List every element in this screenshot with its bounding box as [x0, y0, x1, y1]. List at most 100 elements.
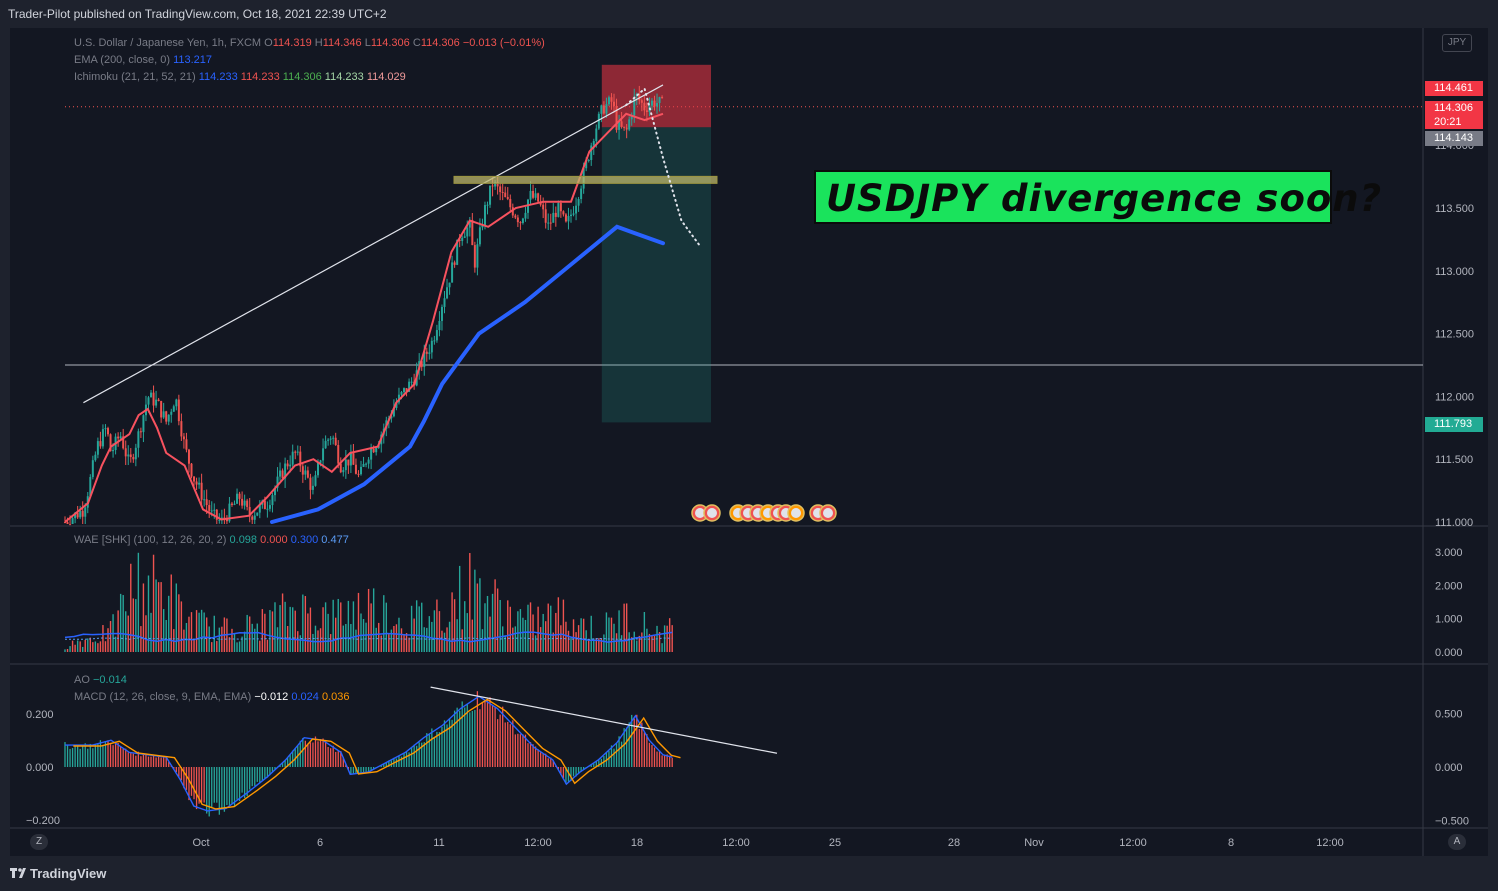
time-axis-tick: 25 [829, 837, 841, 849]
candle-body [570, 214, 572, 216]
take-profit-zone[interactable] [601, 127, 711, 423]
ao-macd-pane[interactable] [64, 686, 778, 817]
candle-body [577, 199, 580, 206]
ichimoku-value-5: 114.029 [366, 71, 406, 83]
economic-events[interactable] [691, 504, 837, 522]
candle-body [91, 460, 94, 478]
candle-body [605, 104, 608, 114]
candle-body [253, 515, 256, 520]
divergence-line[interactable] [430, 686, 778, 754]
ao-label[interactable]: AO [74, 674, 90, 686]
candle-body [643, 102, 646, 111]
candle-body [329, 438, 332, 440]
candle-body [124, 448, 127, 457]
scale-mode-left-button[interactable]: Z [30, 834, 48, 850]
candle-body [347, 459, 350, 466]
candle-body [284, 463, 287, 479]
time-axis-tick: 12:00 [722, 837, 750, 849]
candle-body [101, 429, 104, 447]
ohlc-h: H114.346 [314, 37, 362, 49]
candle-body [268, 505, 271, 509]
candle-body [127, 454, 130, 457]
candle-body [567, 215, 570, 222]
candle-body [600, 105, 603, 114]
candle-body [615, 106, 618, 130]
candle-body [519, 222, 522, 224]
candle-body [195, 481, 198, 485]
scale-mode-auto-button[interactable]: A [1448, 834, 1466, 850]
candle-body [296, 451, 299, 453]
price-axis-tick: 111.000 [1435, 517, 1473, 529]
annotation-text: USDJPY divergence soon? [826, 177, 1383, 220]
time-axis-tick: Nov [1024, 837, 1044, 849]
macd-label[interactable]: MACD (12, 26, close, 9, EMA, EMA) [74, 691, 252, 703]
candle-body [177, 399, 180, 422]
candle-body [117, 436, 120, 439]
publish-info: Trader-Pilot published on TradingView.co… [8, 7, 387, 21]
candle-body [463, 236, 466, 238]
candle-body [167, 414, 170, 422]
candle-body [152, 392, 155, 406]
wae-explosion-line [64, 631, 673, 643]
candle-body [658, 97, 661, 104]
candle-body [109, 434, 112, 452]
price-tag-value: 111.793 [1434, 418, 1473, 430]
candle-body [656, 103, 659, 107]
candle-body [645, 110, 648, 112]
candle-body [89, 477, 92, 497]
candle-body [610, 97, 613, 102]
projected-path[interactable] [625, 86, 701, 247]
ichimoku-value-2: 114.233 [240, 71, 280, 83]
ohlc-c: C114.306 [412, 37, 460, 49]
ichimoku-base-line[interactable] [64, 112, 664, 523]
candle-body [339, 463, 342, 473]
ichimoku-value-1: 114.233 [198, 71, 238, 83]
candle-body [428, 352, 431, 354]
candle-body [301, 466, 304, 475]
candle-body [314, 475, 317, 486]
price-axis-tick: 111.500 [1435, 454, 1473, 466]
candle-body [241, 498, 244, 506]
candle-body [266, 508, 269, 510]
event-flag-icon-face [707, 508, 717, 518]
candle-body [613, 101, 616, 107]
tradingview-brand: TradingView [30, 866, 107, 881]
currency-badge[interactable]: JPY [1442, 34, 1472, 52]
candle-body [334, 437, 337, 445]
candle-body [537, 193, 540, 202]
stop-loss-zone[interactable] [601, 64, 711, 128]
wae-label[interactable]: WAE [SHK] (100, 12, 26, 20, 2) [74, 534, 227, 546]
ichimoku-value-3: 114.306 [282, 71, 322, 83]
candle-body [74, 512, 77, 519]
candle-body [215, 509, 218, 520]
ema-label[interactable]: EMA (200, close, 0) [74, 54, 170, 66]
candle-body [375, 447, 378, 453]
candle-body [453, 262, 456, 265]
price-tag: 111.793 [1425, 417, 1483, 432]
resistance-zone[interactable] [453, 175, 718, 184]
candle-body [623, 126, 626, 128]
ichimoku-label[interactable]: Ichimoku (21, 21, 52, 21) [74, 71, 196, 83]
tradingview-logo[interactable]: TradingView [10, 866, 106, 881]
candle-body [557, 203, 560, 217]
macd-line: MACD (12, 26, close, 9, EMA, EMA) −0.012… [74, 689, 349, 706]
rising-trendline[interactable] [83, 84, 664, 404]
candle-body [306, 470, 309, 478]
candle-body [544, 209, 547, 223]
price-axis-tick: 113.500 [1435, 203, 1474, 215]
wae-legend: WAE [SHK] (100, 12, 26, 20, 2) 0.098 0.0… [74, 534, 349, 546]
candle-body [317, 462, 319, 476]
symbol-title[interactable]: U.S. Dollar / Japanese Yen, 1h, FXCM [74, 37, 262, 49]
ema-200-line[interactable] [270, 224, 665, 524]
wae-axis-tick: 1.000 [1435, 614, 1463, 626]
candle-body [84, 507, 87, 517]
candle-body [468, 220, 471, 228]
annotation-callout[interactable]: USDJPY divergence soon? [814, 170, 1381, 224]
candle-body [81, 510, 84, 517]
time-axis-tick: Oct [192, 837, 209, 849]
price-pane[interactable] [64, 64, 1423, 526]
candle-body [408, 381, 411, 392]
candle-body [425, 351, 428, 354]
wae-pane[interactable] [64, 552, 673, 652]
candle-body [511, 207, 514, 216]
